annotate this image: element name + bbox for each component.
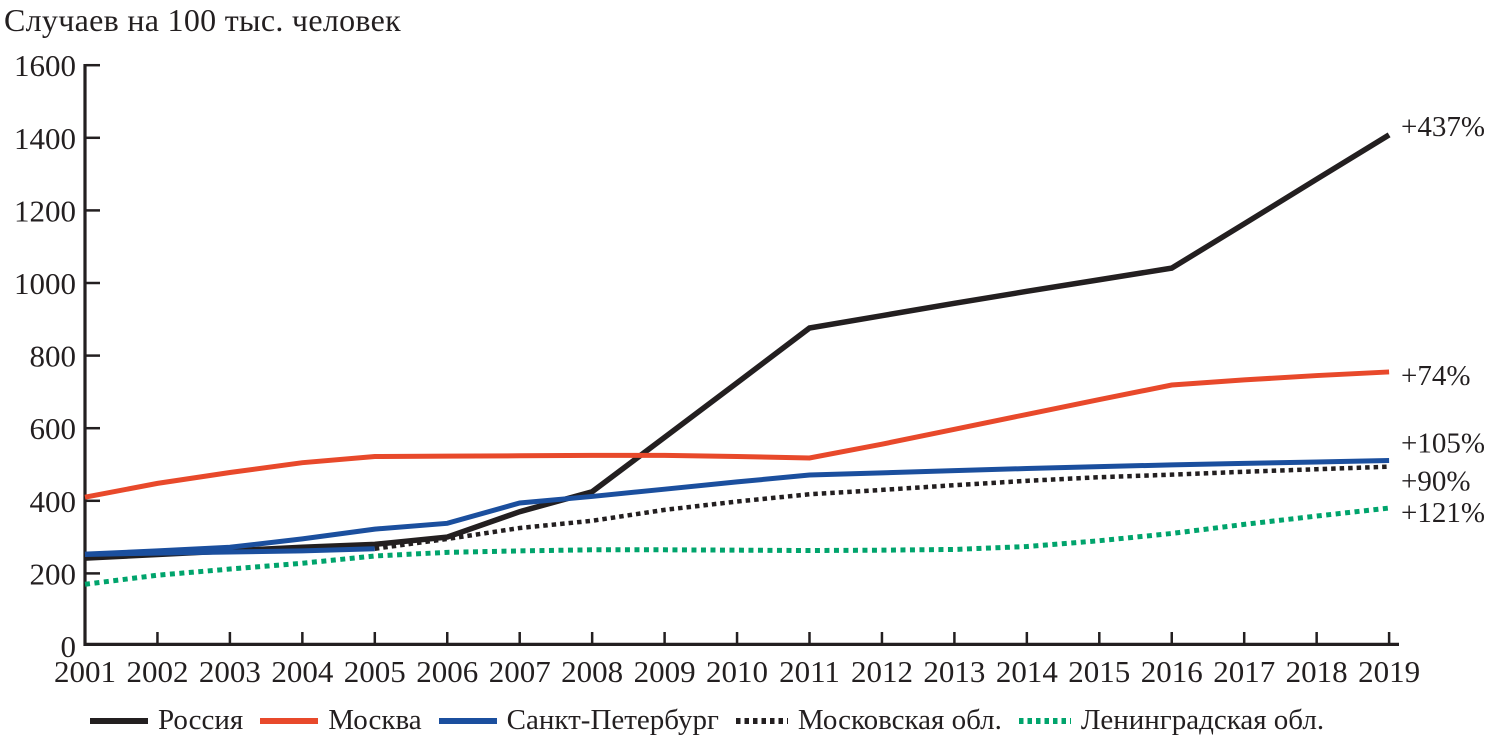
x-tick-label: 2002 bbox=[126, 654, 188, 689]
axis-lines bbox=[83, 64, 1399, 646]
x-tick-label: 2006 bbox=[416, 654, 478, 689]
legend-label: Россия bbox=[158, 704, 244, 736]
y-tick-label: 800 bbox=[30, 339, 77, 374]
legend-item: Санкт-Петербург bbox=[438, 704, 719, 737]
chart-title: Случаев на 100 тыс. человек bbox=[4, 2, 401, 38]
x-tick-label: 2010 bbox=[706, 654, 768, 689]
series-line-4 bbox=[84, 546, 375, 558]
x-tick-label: 2011 bbox=[779, 654, 840, 689]
legend-label: Санкт-Петербург bbox=[506, 704, 719, 736]
y-tick-label: 400 bbox=[30, 484, 77, 519]
legend-swatch-solid bbox=[260, 717, 319, 724]
series-end-label: +105% bbox=[1401, 428, 1485, 460]
series-line-3 bbox=[84, 458, 1390, 557]
y-tick-label: 200 bbox=[30, 556, 77, 591]
series-line-2 bbox=[84, 369, 1390, 500]
legend-item: Россия bbox=[90, 704, 243, 737]
x-tick-label: 2009 bbox=[634, 654, 696, 689]
legend-swatch-solid bbox=[90, 717, 148, 724]
y-tick-label: 1000 bbox=[14, 266, 76, 301]
x-tick-label: 2007 bbox=[489, 654, 551, 689]
series-end-label: +121% bbox=[1401, 497, 1485, 529]
legend-item: Москва bbox=[260, 704, 422, 737]
x-tick-label: 2012 bbox=[851, 654, 913, 689]
y-tick-label: 1400 bbox=[14, 121, 76, 156]
legend-swatch-dotted bbox=[735, 717, 788, 724]
y-tick-label: 1600 bbox=[14, 48, 76, 83]
legend-label: Ленинградская обл. bbox=[1080, 704, 1325, 736]
series-end-label: +74% bbox=[1401, 360, 1471, 392]
x-tick-label: 2019 bbox=[1358, 654, 1420, 689]
x-tick-label: 2001 bbox=[54, 654, 116, 689]
x-tick-label: 2005 bbox=[344, 654, 406, 689]
y-axis: 0 200 400 600 800 1000 1200 1400 1600 bbox=[14, 48, 100, 664]
x-tick-label: 2013 bbox=[923, 654, 985, 689]
x-tick-label: 2014 bbox=[996, 654, 1059, 689]
x-axis: 2001 2002 2003 2004 2005 2006 2007 2008 2009 2010… bbox=[54, 632, 1420, 689]
y-tick-label: 0 bbox=[61, 629, 77, 664]
legend-swatch-solid bbox=[438, 717, 497, 724]
chart-legend: Россия Москва Санкт-Петербург Московская об… bbox=[90, 704, 1324, 737]
x-tick-label: 2003 bbox=[199, 654, 261, 689]
x-tick-label: 2017 bbox=[1213, 654, 1275, 689]
x-tick-label: 2016 bbox=[1141, 654, 1203, 689]
series-end-label: +90% bbox=[1401, 466, 1471, 498]
x-tick-label: 2015 bbox=[1068, 654, 1130, 689]
legend-item: Московская обл. bbox=[735, 704, 1002, 737]
x-tick-label: 2018 bbox=[1286, 654, 1348, 689]
legend-swatch-dotted bbox=[1018, 717, 1071, 724]
legend-label: Московская обл. bbox=[797, 704, 1002, 736]
series-end-label: +437% bbox=[1401, 111, 1485, 143]
series-line-4 bbox=[374, 464, 1390, 551]
legend-label: Москва bbox=[328, 704, 422, 736]
x-tick-label: 2004 bbox=[271, 654, 334, 689]
series-line-1 bbox=[84, 132, 1391, 561]
y-tick-label: 1200 bbox=[14, 193, 76, 228]
legend-item: Ленинградская обл. bbox=[1018, 704, 1325, 737]
x-tick-label: 2008 bbox=[561, 654, 623, 689]
y-tick-label: 600 bbox=[30, 411, 77, 446]
